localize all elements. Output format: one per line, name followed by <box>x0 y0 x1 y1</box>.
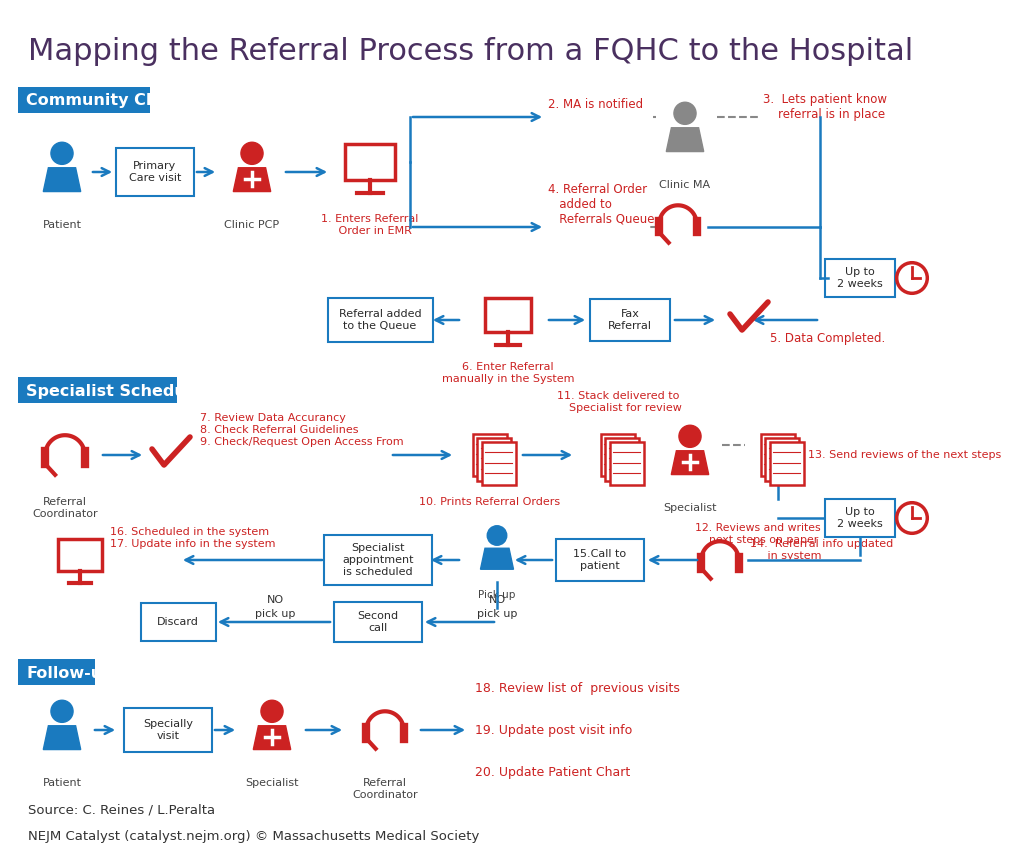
Text: Clinic PCP: Clinic PCP <box>224 220 280 230</box>
Text: Specialist Scheduling: Specialist Scheduling <box>26 384 220 398</box>
FancyBboxPatch shape <box>328 298 432 342</box>
FancyBboxPatch shape <box>473 433 507 476</box>
Circle shape <box>674 103 696 124</box>
FancyBboxPatch shape <box>481 442 515 485</box>
Text: Specialist: Specialist <box>664 503 717 513</box>
Text: 12. Reviews and writes
    next steps on paper: 12. Reviews and writes next steps on pap… <box>695 523 820 545</box>
Text: NO: NO <box>266 595 284 605</box>
Polygon shape <box>43 168 81 192</box>
Text: Primary
Care visit: Primary Care visit <box>129 162 181 183</box>
FancyBboxPatch shape <box>477 438 511 481</box>
Text: 13. Send reviews of the next steps: 13. Send reviews of the next steps <box>808 450 1001 460</box>
Text: 2. MA is notified: 2. MA is notified <box>548 97 643 110</box>
Text: 19. Update post visit info: 19. Update post visit info <box>475 723 632 736</box>
FancyBboxPatch shape <box>124 708 212 752</box>
FancyBboxPatch shape <box>58 539 102 571</box>
FancyBboxPatch shape <box>769 442 804 485</box>
FancyBboxPatch shape <box>761 433 795 476</box>
Text: 5. Data Completed.: 5. Data Completed. <box>770 332 886 345</box>
FancyBboxPatch shape <box>605 438 639 481</box>
Text: Up to
2 weeks: Up to 2 weeks <box>838 268 883 289</box>
Text: Specialist
appointment
is scheduled: Specialist appointment is scheduled <box>342 544 414 576</box>
FancyBboxPatch shape <box>334 602 422 642</box>
FancyBboxPatch shape <box>825 259 895 297</box>
Text: Discard: Discard <box>157 617 199 627</box>
Text: 7. Review Data Accurancy
8. Check Referral Guidelines
9. Check/Request Open Acce: 7. Review Data Accurancy 8. Check Referr… <box>200 414 403 446</box>
Circle shape <box>51 700 73 722</box>
Text: 15.Call to
patient: 15.Call to patient <box>573 549 627 571</box>
FancyBboxPatch shape <box>18 659 95 685</box>
FancyBboxPatch shape <box>116 148 194 196</box>
Circle shape <box>679 425 701 447</box>
FancyBboxPatch shape <box>345 144 394 180</box>
Text: 20. Update Patient Chart: 20. Update Patient Chart <box>475 765 630 779</box>
Polygon shape <box>43 726 81 750</box>
FancyBboxPatch shape <box>609 442 643 485</box>
FancyBboxPatch shape <box>556 539 644 581</box>
FancyBboxPatch shape <box>324 535 432 585</box>
Circle shape <box>241 142 263 164</box>
Polygon shape <box>233 168 270 192</box>
Text: Patient: Patient <box>43 778 82 788</box>
Text: Specialist: Specialist <box>246 778 299 788</box>
Text: 6. Enter Referral
manually in the System: 6. Enter Referral manually in the System <box>441 362 574 384</box>
Text: Mapping the Referral Process from a FQHC to the Hospital: Mapping the Referral Process from a FQHC… <box>28 38 913 67</box>
Text: 18. Review list of  previous visits: 18. Review list of previous visits <box>475 681 680 694</box>
FancyBboxPatch shape <box>140 603 215 641</box>
Text: 11. Stack delivered to
    Specialist for review: 11. Stack delivered to Specialist for re… <box>555 392 681 413</box>
Text: 14.  Referral info updated
     in system: 14. Referral info updated in system <box>750 540 893 561</box>
Text: Clinic MA: Clinic MA <box>659 180 711 190</box>
Text: Patient: Patient <box>43 220 82 230</box>
Text: Up to
2 weeks: Up to 2 weeks <box>838 507 883 528</box>
Circle shape <box>487 526 507 545</box>
FancyBboxPatch shape <box>765 438 800 481</box>
Circle shape <box>51 142 73 164</box>
Text: Community Clinics: Community Clinics <box>26 93 193 109</box>
Text: 4. Referral Order
   added to
   Referrals Queue: 4. Referral Order added to Referrals Que… <box>548 182 654 226</box>
Text: Referral
Coordinator: Referral Coordinator <box>32 497 98 519</box>
Text: 16. Scheduled in the system
17. Update info in the system: 16. Scheduled in the system 17. Update i… <box>110 528 275 549</box>
Text: Referral
Coordinator: Referral Coordinator <box>352 778 418 799</box>
FancyBboxPatch shape <box>590 299 670 341</box>
Polygon shape <box>480 548 513 569</box>
Text: 3.  Lets patient know
    referral is in place: 3. Lets patient know referral is in plac… <box>763 93 887 121</box>
Circle shape <box>261 700 283 722</box>
Text: Second
call: Second call <box>357 611 398 633</box>
Text: Follow-up: Follow-up <box>26 665 114 681</box>
FancyBboxPatch shape <box>601 433 635 476</box>
FancyBboxPatch shape <box>825 499 895 537</box>
Polygon shape <box>667 127 703 151</box>
Polygon shape <box>672 451 709 475</box>
Text: pick up: pick up <box>255 609 295 619</box>
FancyBboxPatch shape <box>484 298 531 332</box>
Text: Referral added
to the Queue: Referral added to the Queue <box>339 310 421 331</box>
Text: Specially
visit: Specially visit <box>143 719 193 740</box>
Text: pick up: pick up <box>477 609 517 619</box>
Text: 10. Prints Referral Orders: 10. Prints Referral Orders <box>420 497 560 507</box>
Text: NO: NO <box>488 595 506 605</box>
Polygon shape <box>253 726 291 750</box>
Text: Pick up: Pick up <box>478 590 516 600</box>
Text: NEJM Catalyst (catalyst.nejm.org) © Massachusetts Medical Society: NEJM Catalyst (catalyst.nejm.org) © Mass… <box>28 829 479 842</box>
FancyBboxPatch shape <box>18 377 177 403</box>
Text: Source: C. Reines / L.Peralta: Source: C. Reines / L.Peralta <box>28 804 215 817</box>
Text: 1. Enters Referral
   Order in EMR: 1. Enters Referral Order in EMR <box>322 214 419 236</box>
Text: Fax
Referral: Fax Referral <box>608 310 652 331</box>
FancyBboxPatch shape <box>18 87 150 113</box>
